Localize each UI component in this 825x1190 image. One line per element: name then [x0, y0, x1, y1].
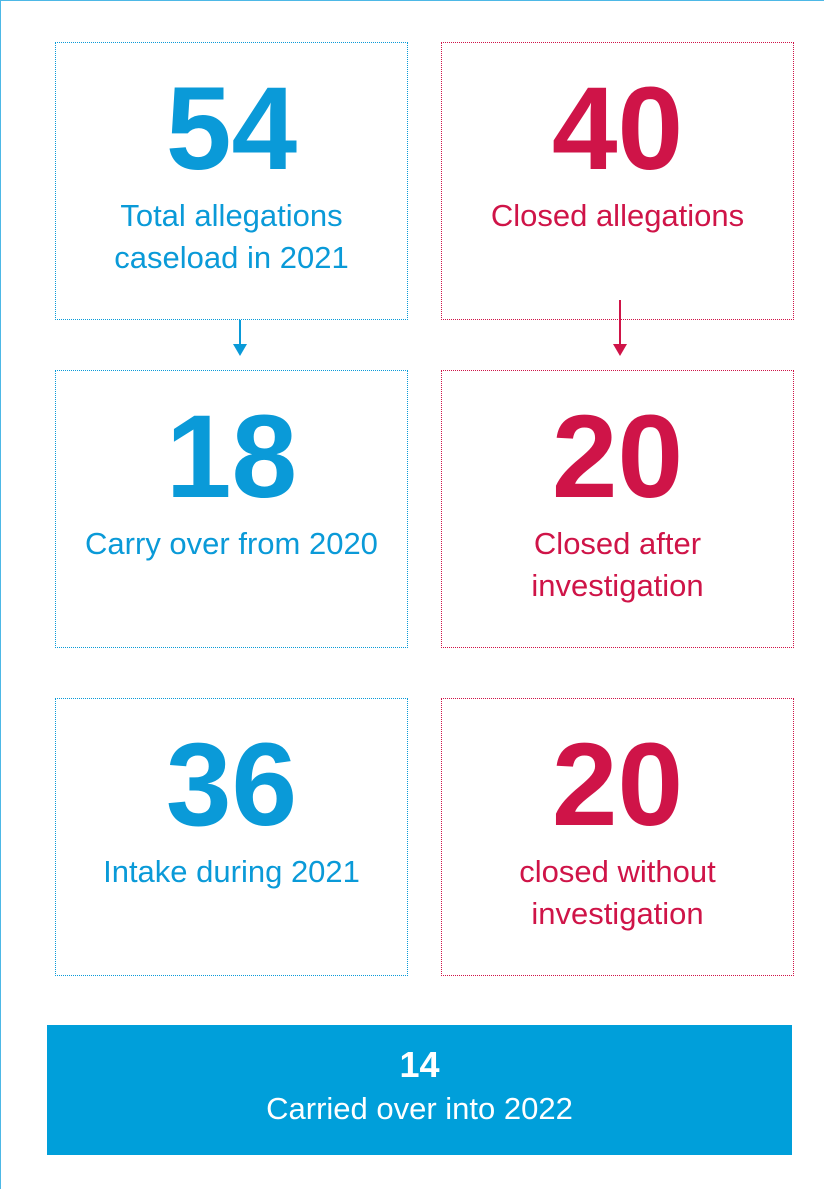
stat-label: Total allegations caseload in 2021	[114, 198, 349, 275]
stat-label: Closed after investigation	[531, 526, 704, 603]
stat-number: 20	[551, 719, 684, 851]
stat-box: 20 Closed after investigation	[441, 370, 794, 648]
arrow-head	[613, 344, 627, 356]
stat-number: 36	[165, 719, 298, 851]
footer-label: Carried over into 2022	[266, 1091, 573, 1126]
arrow-head	[233, 344, 247, 356]
stat-box: 18 Carry over from 2020	[55, 370, 408, 648]
stat-box: 54 Total allegations caseload in 2021	[55, 42, 408, 320]
footer-number: 14	[399, 1044, 440, 1085]
stat-number: 20	[551, 391, 684, 523]
stat-label: Intake during 2021	[103, 854, 360, 889]
stat-label: Carry over from 2020	[85, 526, 378, 561]
stat-label: closed without investigation	[519, 854, 716, 931]
stat-number: 40	[551, 63, 684, 195]
stat-number: 54	[165, 63, 298, 195]
stat-label: Closed allegations	[490, 198, 745, 233]
stat-box: 40 Closed allegations	[441, 42, 794, 320]
stat-box: 36 Intake during 2021	[55, 698, 408, 976]
stat-box: 20 closed without investigation	[441, 698, 794, 976]
footer-bar: 14 Carried over into 2022	[47, 1025, 792, 1155]
stat-number: 18	[165, 391, 298, 523]
